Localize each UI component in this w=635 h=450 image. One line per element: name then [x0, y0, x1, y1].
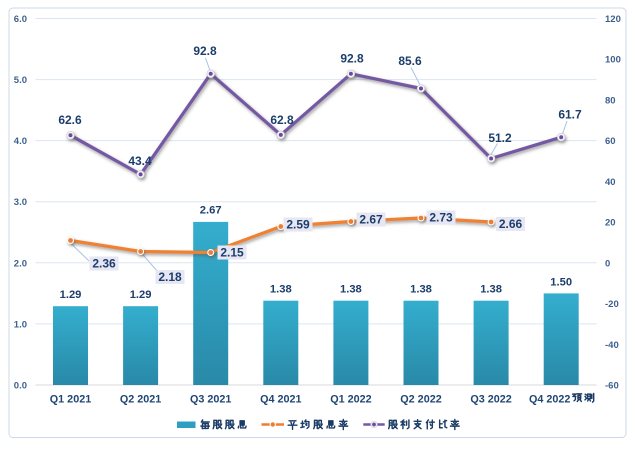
svg-text:20: 20: [605, 218, 616, 229]
svg-text:Q1 2021: Q1 2021: [50, 394, 91, 406]
svg-text:-20: -20: [605, 299, 619, 310]
svg-text:2.73: 2.73: [429, 211, 453, 225]
svg-text:2.67: 2.67: [200, 205, 222, 217]
svg-text:5.0: 5.0: [14, 75, 27, 86]
svg-text:40: 40: [605, 177, 616, 188]
svg-text:62.6: 62.6: [58, 113, 82, 127]
svg-text:1.0: 1.0: [14, 319, 27, 330]
svg-text:1.50: 1.50: [550, 277, 572, 289]
svg-text:2.0: 2.0: [14, 258, 27, 269]
svg-text:6.0: 6.0: [14, 14, 27, 25]
svg-text:1.29: 1.29: [60, 289, 82, 301]
svg-text:51.2: 51.2: [488, 131, 512, 145]
svg-text:62.8: 62.8: [270, 113, 294, 127]
svg-text:1.38: 1.38: [480, 284, 502, 296]
svg-text:2.66: 2.66: [499, 217, 523, 231]
svg-text:-60: -60: [605, 381, 619, 392]
svg-text:120: 120: [605, 14, 621, 25]
svg-text:100: 100: [605, 55, 621, 66]
svg-text:43.4: 43.4: [128, 154, 152, 168]
svg-text:1.38: 1.38: [340, 284, 362, 296]
svg-text:Q2 2021: Q2 2021: [120, 394, 161, 406]
svg-text:2.59: 2.59: [286, 218, 310, 232]
svg-text:80: 80: [605, 95, 616, 106]
svg-text:2.67: 2.67: [359, 213, 383, 227]
svg-text:61.7: 61.7: [558, 108, 582, 122]
svg-text:Q3 2021: Q3 2021: [190, 394, 231, 406]
svg-text:1.29: 1.29: [130, 289, 152, 301]
svg-text:Q2 2022: Q2 2022: [400, 394, 441, 406]
svg-text:92.8: 92.8: [340, 52, 364, 66]
svg-text:0: 0: [605, 258, 610, 269]
svg-text:Q4 2021: Q4 2021: [260, 394, 301, 406]
svg-text:2.36: 2.36: [92, 257, 116, 271]
svg-text:2.18: 2.18: [158, 270, 182, 284]
svg-text:1.38: 1.38: [410, 284, 432, 296]
svg-text:Q4 2022: Q4 2022: [529, 394, 570, 406]
svg-text:2.15: 2.15: [220, 246, 244, 260]
svg-text:0.0: 0.0: [14, 381, 27, 392]
svg-text:-40: -40: [605, 340, 619, 351]
svg-text:Q1 2022: Q1 2022: [330, 394, 371, 406]
svg-text:60: 60: [605, 136, 616, 147]
svg-text:3.0: 3.0: [14, 197, 27, 208]
svg-text:4.0: 4.0: [14, 136, 27, 147]
svg-text:85.6: 85.6: [398, 54, 422, 68]
svg-text:92.8: 92.8: [193, 44, 217, 58]
svg-text:Q3 2022: Q3 2022: [470, 394, 511, 406]
svg-text:1.38: 1.38: [270, 284, 292, 296]
